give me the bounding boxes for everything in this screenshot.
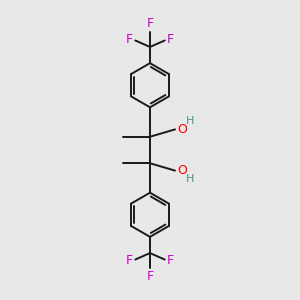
Text: F: F [126, 33, 133, 46]
Text: O: O [177, 164, 187, 177]
Text: H: H [186, 116, 194, 126]
Text: F: F [146, 269, 154, 283]
Text: F: F [167, 33, 174, 46]
Text: H: H [186, 174, 194, 184]
Text: O: O [177, 123, 187, 136]
Text: F: F [126, 254, 133, 267]
Text: F: F [167, 254, 174, 267]
Text: F: F [146, 17, 154, 31]
